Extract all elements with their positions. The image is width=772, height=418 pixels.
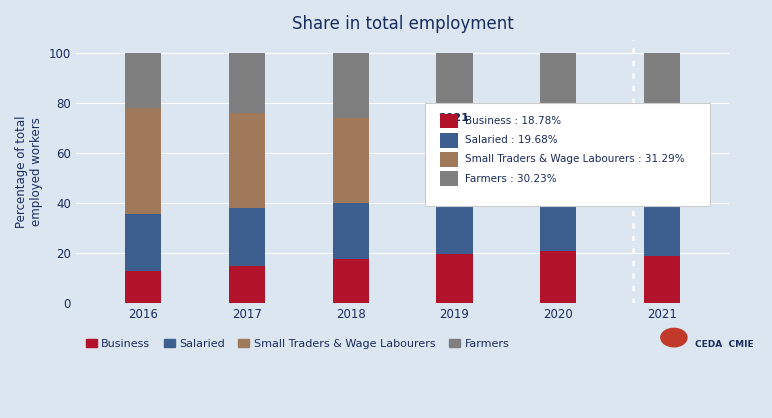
Bar (540, 153, 577, 203)
Bar (125, 271, 161, 303)
Bar (333, 53, 369, 118)
Bar (229, 113, 265, 208)
FancyBboxPatch shape (425, 103, 710, 206)
Text: CEDA  CMIE: CEDA CMIE (696, 340, 754, 349)
FancyBboxPatch shape (440, 133, 458, 148)
Bar (540, 251, 577, 303)
Text: 2021: 2021 (438, 112, 469, 122)
Bar (333, 203, 369, 260)
FancyBboxPatch shape (440, 114, 458, 128)
Bar (229, 53, 265, 113)
Bar (333, 118, 369, 203)
Text: Farmers : 30.23%: Farmers : 30.23% (465, 174, 557, 184)
Y-axis label: Percentage of total
employed workers: Percentage of total employed workers (15, 115, 43, 228)
Bar (540, 53, 577, 153)
FancyBboxPatch shape (440, 171, 458, 186)
Bar (540, 203, 577, 251)
Bar (125, 53, 161, 108)
Text: Salaried : 19.68%: Salaried : 19.68% (465, 135, 557, 145)
Text: Business : 18.78%: Business : 18.78% (465, 116, 560, 126)
Bar (644, 256, 680, 303)
Title: Share in total employment: Share in total employment (292, 15, 513, 33)
Bar (125, 108, 161, 214)
Bar (436, 53, 472, 122)
Bar (644, 207, 680, 256)
Bar (436, 201, 472, 255)
Ellipse shape (661, 329, 687, 347)
Bar (644, 53, 680, 128)
Bar (125, 214, 161, 271)
Text: Small Traders & Wage Labourers : 31.29%: Small Traders & Wage Labourers : 31.29% (465, 155, 684, 165)
Legend: Business, Salaried, Small Traders & Wage Labourers, Farmers: Business, Salaried, Small Traders & Wage… (81, 334, 513, 353)
FancyBboxPatch shape (440, 152, 458, 167)
Bar (644, 128, 680, 207)
Bar (333, 260, 369, 303)
Bar (436, 255, 472, 303)
Bar (229, 266, 265, 303)
Bar (229, 208, 265, 266)
Bar (436, 122, 472, 201)
